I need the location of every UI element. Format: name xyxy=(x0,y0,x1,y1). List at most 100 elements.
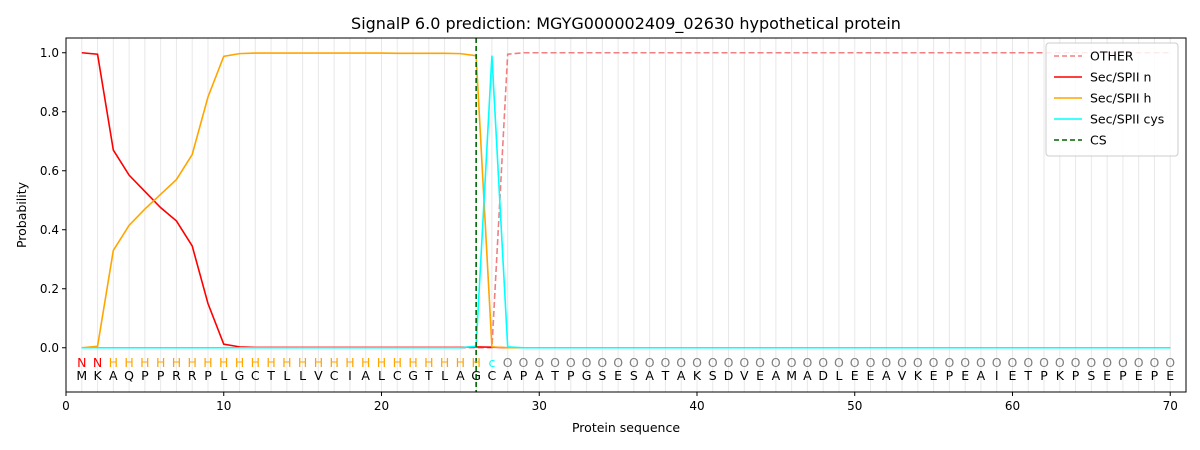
sequence-annotation: MNKNAHQHPHPHRHRHPHLHGHCHTHLHLHVHCHIHAHLH… xyxy=(76,355,1175,383)
residue-label: E xyxy=(930,368,938,383)
residue-label: G xyxy=(408,368,418,383)
residue-label: E xyxy=(756,368,764,383)
residue-label: E xyxy=(1135,368,1143,383)
residue-label: L xyxy=(835,368,842,383)
residue-label: I xyxy=(348,368,352,383)
region-label: H xyxy=(314,355,323,370)
region-label: O xyxy=(582,355,592,370)
region-label: O xyxy=(692,355,702,370)
residue-label: P xyxy=(204,368,212,383)
y-tick-label: 0.8 xyxy=(40,105,59,119)
region-label: H xyxy=(235,355,244,370)
x-tick-label: 10 xyxy=(216,399,231,413)
legend-entry: OTHER xyxy=(1090,49,1134,64)
region-label: H xyxy=(408,355,417,370)
region-label: c xyxy=(488,355,495,370)
x-tick-label: 20 xyxy=(374,399,389,413)
residue-label: P xyxy=(141,368,149,383)
x-tick-label: 30 xyxy=(532,399,547,413)
region-label: H xyxy=(329,355,338,370)
x-tick-label: 60 xyxy=(1005,399,1020,413)
residue-label: V xyxy=(314,368,323,383)
residue-label: T xyxy=(1023,368,1032,383)
region-label: O xyxy=(597,355,607,370)
region-label: O xyxy=(1165,355,1175,370)
region-label: O xyxy=(1134,355,1144,370)
region-label: H xyxy=(361,355,370,370)
x-tick-label: 50 xyxy=(847,399,862,413)
residue-label: T xyxy=(661,368,670,383)
residue-label: S xyxy=(1087,368,1095,383)
residue-label: T xyxy=(424,368,433,383)
plot-frame xyxy=(65,37,1187,393)
y-tick-label: 0.2 xyxy=(40,282,59,296)
legend-entry: Sec/SPII cys xyxy=(1090,112,1164,127)
residue-label: E xyxy=(1166,368,1174,383)
region-label: N xyxy=(77,355,86,370)
residue-label: D xyxy=(818,368,828,383)
residue-label: T xyxy=(550,368,559,383)
legend-entry: Sec/SPII h xyxy=(1090,91,1151,106)
region-label: O xyxy=(913,355,923,370)
region-label: O xyxy=(992,355,1002,370)
residue-label: I xyxy=(995,368,999,383)
series-lines xyxy=(81,38,1171,392)
residue-label: M xyxy=(786,368,797,383)
region-label: H xyxy=(377,355,386,370)
region-label: O xyxy=(724,355,734,370)
region-label: O xyxy=(802,355,812,370)
x-tick-label: 70 xyxy=(1163,399,1178,413)
region-label: H xyxy=(345,355,354,370)
region-label: O xyxy=(1039,355,1049,370)
y-tick-label: 0.6 xyxy=(40,164,59,178)
residue-label: P xyxy=(1151,368,1159,383)
residue-label: A xyxy=(772,368,781,383)
region-label: O xyxy=(629,355,639,370)
region-label: O xyxy=(550,355,560,370)
residue-label: A xyxy=(361,368,370,383)
residue-label: A xyxy=(977,368,986,383)
residue-label: L xyxy=(441,368,448,383)
residue-label: V xyxy=(740,368,749,383)
series-line-sec-spii-n xyxy=(81,51,1171,349)
residue-label: G xyxy=(582,368,592,383)
legend: OTHER Sec/SPII n Sec/SPII h Sec/SPII cys CS xyxy=(1045,42,1179,157)
legend-box xyxy=(1045,42,1179,157)
region-label: H xyxy=(456,355,465,370)
region-label: O xyxy=(897,355,907,370)
y-tick-label: 0.4 xyxy=(40,223,59,237)
residue-label: T xyxy=(266,368,275,383)
region-label: H xyxy=(393,355,402,370)
region-label: O xyxy=(960,355,970,370)
region-label: H xyxy=(187,355,196,370)
region-label: O xyxy=(929,355,939,370)
grid-lines xyxy=(81,38,1171,392)
residue-label: S xyxy=(709,368,717,383)
y-tick-label: 1.0 xyxy=(40,46,59,60)
residue-label: K xyxy=(914,368,923,383)
residue-label: P xyxy=(1119,368,1127,383)
region-label: H xyxy=(140,355,149,370)
residue-label: A xyxy=(535,368,544,383)
region-label: H xyxy=(298,355,307,370)
region-label: O xyxy=(566,355,576,370)
residue-label: C xyxy=(488,368,497,383)
residue-label: C xyxy=(251,368,260,383)
region-label: O xyxy=(755,355,765,370)
residue-label: M xyxy=(76,368,87,383)
region-label: O xyxy=(866,355,876,370)
region-label: O xyxy=(787,355,797,370)
residue-label: L xyxy=(283,368,290,383)
region-label: H xyxy=(266,355,275,370)
residue-label: S xyxy=(630,368,638,383)
region-label: H xyxy=(219,355,228,370)
residue-label: E xyxy=(961,368,969,383)
region-label: O xyxy=(1023,355,1033,370)
residue-label: E xyxy=(1009,368,1017,383)
series-line-sec-spii-h xyxy=(81,52,1171,349)
residue-label: P xyxy=(520,368,528,383)
legend-entry: Sec/SPII n xyxy=(1090,70,1151,85)
region-label: N xyxy=(93,355,102,370)
region-label: O xyxy=(1102,355,1112,370)
region-label: H xyxy=(471,355,480,370)
